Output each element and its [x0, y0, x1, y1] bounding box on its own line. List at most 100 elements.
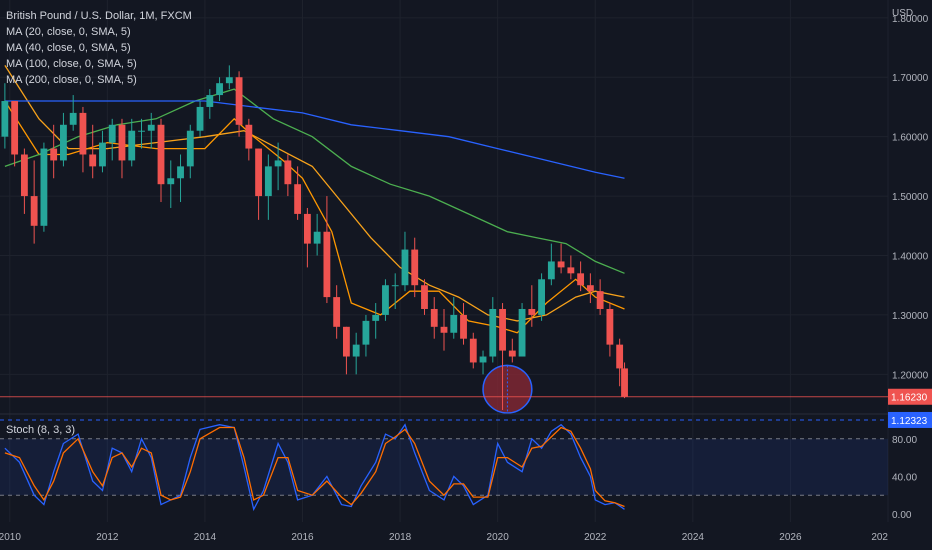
- time-tick-label: 2024: [682, 532, 705, 543]
- candle-body: [118, 124, 126, 161]
- stoch-d-line: [4, 426, 625, 508]
- symbol-title[interactable]: British Pound / U.S. Dollar, 1M, FXCM: [6, 10, 192, 22]
- price-tick-label: 1.50000: [892, 192, 929, 203]
- candle-body: [79, 112, 87, 155]
- candle-body: [382, 285, 389, 315]
- candle-body: [167, 178, 175, 185]
- candle-body: [40, 148, 48, 226]
- candle-body: [284, 160, 292, 185]
- candle-body: [255, 148, 263, 197]
- legend-ma200[interactable]: MA (200, close, 0, SMA, 5): [6, 74, 137, 86]
- time-tick-label: 2026: [779, 532, 802, 543]
- candle-body: [421, 285, 428, 309]
- candle-body: [343, 326, 350, 357]
- ma-line-200: [4, 100, 625, 179]
- horizontal-line-tag[interactable]: [888, 411, 932, 428]
- candle-body: [362, 320, 370, 345]
- candle-body: [60, 124, 67, 161]
- candle-body: [621, 368, 628, 397]
- candle-body: [547, 261, 555, 280]
- candle-body: [352, 344, 360, 357]
- candle-body: [391, 285, 399, 287]
- candle-body: [430, 308, 438, 327]
- candle-body: [147, 124, 155, 131]
- candle-body: [606, 308, 614, 345]
- candle-body: [323, 231, 331, 298]
- stochastic-pane[interactable]: [0, 423, 888, 512]
- candle-body: [225, 77, 233, 84]
- candle-body: [372, 314, 380, 321]
- candle-body: [411, 249, 419, 286]
- price-tick-label: 1.70000: [892, 73, 929, 84]
- candle-body: [450, 314, 458, 333]
- price-tick-label: 1.20000: [892, 370, 929, 381]
- candle-body: [577, 273, 585, 286]
- candle-body: [586, 285, 594, 292]
- candle-body: [108, 124, 116, 143]
- candle-body: [11, 101, 19, 155]
- candle-body: [157, 124, 165, 185]
- candle-body: [528, 308, 536, 315]
- price-tick-label: 1.30000: [892, 311, 929, 322]
- price-tick-label: 1.60000: [892, 133, 929, 144]
- time-tick-label: 2018: [389, 532, 412, 543]
- legend-ma100[interactable]: MA (100, close, 0, SMA, 5): [6, 58, 137, 70]
- candle-body: [518, 308, 526, 357]
- price-tick-label: 1.80000: [892, 14, 929, 25]
- candle-body: [235, 77, 243, 125]
- time-axis[interactable]: 2010 2012 2014 2016 2018 2020 2022 2024 2026 202: [0, 532, 888, 543]
- stoch-tick-label: 80.00: [892, 435, 917, 446]
- candle-body: [128, 130, 136, 161]
- candle-body: [567, 267, 575, 274]
- stoch-tick-label: 40.00: [892, 472, 917, 483]
- time-tick-label: 2020: [487, 532, 510, 543]
- candle-body: [460, 314, 467, 339]
- candle-body: [99, 142, 106, 167]
- candle-body: [138, 130, 145, 132]
- candle-body: [596, 291, 604, 309]
- candle-body: [557, 261, 565, 268]
- candle-body: [89, 154, 97, 167]
- candle-body: [216, 83, 223, 96]
- currency-label: USD: [892, 8, 913, 19]
- stoch-tick-label: 0.00: [892, 510, 912, 521]
- candle-body: [206, 95, 214, 107]
- candle-body: [479, 356, 487, 363]
- stoch-legend[interactable]: Stoch (8, 3, 3): [6, 424, 76, 436]
- candle-body: [196, 106, 204, 131]
- time-tick-label: 2012: [96, 532, 119, 543]
- time-tick-label: 2010: [0, 532, 21, 543]
- candle-body: [264, 166, 272, 197]
- time-tick-label: 2022: [584, 532, 607, 543]
- candle-body: [440, 326, 448, 333]
- legend-ma20[interactable]: MA (20, close, 0, SMA, 5): [6, 26, 131, 38]
- candle-body: [30, 196, 38, 226]
- candle-body: [489, 308, 497, 357]
- candle-body: [303, 213, 311, 244]
- candle-body: [469, 338, 477, 363]
- candle-body: [499, 308, 506, 351]
- stoch-band-fill: [0, 438, 888, 496]
- candle-body: [616, 344, 624, 369]
- last-price-value: 1.16230: [891, 393, 928, 404]
- horizontal-line-value: 1.12323: [891, 416, 928, 427]
- time-tick-label: 202: [871, 532, 888, 543]
- price-tick-label: 1.40000: [892, 252, 929, 263]
- time-tick-label: 2016: [291, 532, 314, 543]
- candle-body: [20, 154, 28, 197]
- candle-body: [508, 350, 516, 357]
- candle-body: [50, 148, 58, 161]
- price-axis[interactable]: USD 1.80000 1.70000 1.60000 1.50000 1.40000 1…: [888, 8, 932, 521]
- candle-body: [274, 160, 282, 167]
- candle-body: [313, 231, 321, 244]
- candle-body: [177, 166, 184, 179]
- last-price-tag[interactable]: [888, 388, 932, 405]
- candle-body: [69, 112, 77, 125]
- main-price-pane[interactable]: [0, 0, 889, 522]
- candle-body: [401, 249, 409, 286]
- candle-body: [1, 101, 9, 137]
- legend-ma40[interactable]: MA (40, close, 0, SMA, 5): [6, 42, 131, 54]
- candle-body: [245, 124, 253, 149]
